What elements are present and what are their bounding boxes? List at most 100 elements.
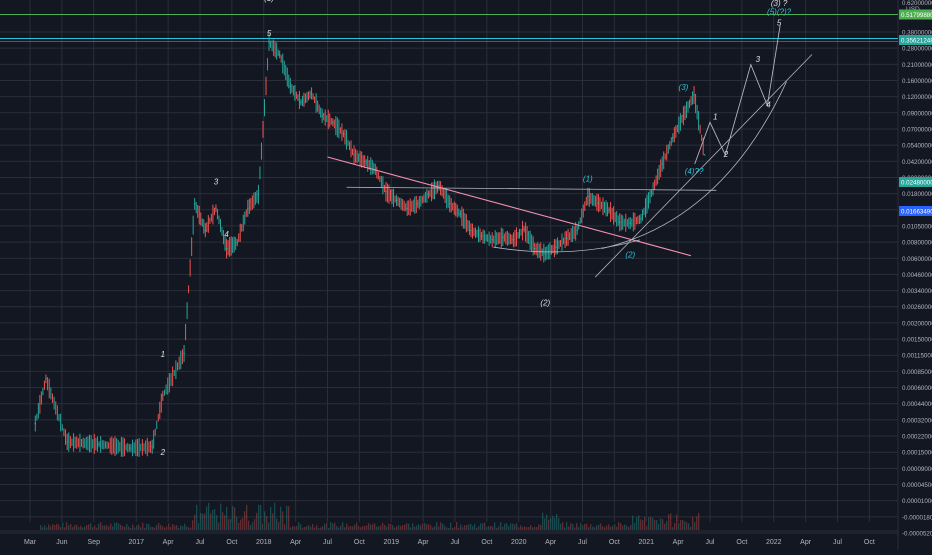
volume-bar xyxy=(338,527,340,530)
volume-bar xyxy=(666,520,668,530)
volume-bar xyxy=(370,524,372,530)
volume-bar xyxy=(374,523,376,530)
x-tick-label: 2018 xyxy=(256,539,272,546)
volume-bar xyxy=(322,526,324,530)
volume-bar xyxy=(524,526,526,530)
volume-bar xyxy=(638,515,640,530)
volume-bar xyxy=(166,526,168,530)
volume-bar xyxy=(674,523,676,530)
wave-label: 3 xyxy=(756,55,761,64)
volume-bar xyxy=(698,512,700,530)
volume-bar xyxy=(246,504,248,530)
x-tick-label: Jul xyxy=(196,539,205,546)
x-tick-label: 2020 xyxy=(511,539,527,546)
volume-bar xyxy=(662,519,664,530)
volume-bar xyxy=(96,527,98,530)
volume-bar xyxy=(206,506,208,530)
volume-bar xyxy=(308,524,310,530)
volume-bar xyxy=(624,524,626,530)
price-point xyxy=(640,217,642,220)
volume-bar xyxy=(226,506,228,530)
volume-bar xyxy=(660,518,662,530)
price-point xyxy=(204,229,207,232)
volume-bar xyxy=(602,526,604,530)
price-point xyxy=(459,213,462,215)
volume-bar xyxy=(230,518,232,530)
volume-bar xyxy=(118,523,120,530)
wave-label: 1 xyxy=(713,112,717,121)
volume-bar xyxy=(274,502,276,530)
volume-bar xyxy=(276,518,278,530)
volume-bar xyxy=(268,522,270,530)
volume-bar xyxy=(550,518,552,530)
x-tick-label: Jul xyxy=(706,539,715,546)
volume-bar xyxy=(510,523,512,530)
price-point xyxy=(215,207,217,210)
wave-label: 5 xyxy=(267,29,272,38)
volume-bar xyxy=(500,522,502,530)
volume-bar xyxy=(414,526,416,530)
volume-bar xyxy=(316,525,318,530)
price-badge xyxy=(899,35,932,45)
volume-bar xyxy=(484,522,486,530)
price-point xyxy=(576,229,578,232)
wave-label: 3 xyxy=(214,177,219,186)
price-point xyxy=(98,443,100,446)
volume-bar xyxy=(170,527,172,530)
y-tick-label: 0.00460000 xyxy=(902,272,932,279)
x-tick-label: Apr xyxy=(800,539,812,546)
price-point xyxy=(289,85,292,87)
volume-bar xyxy=(596,525,598,530)
volume-bar xyxy=(186,526,188,530)
volume-bar xyxy=(466,525,468,530)
volume-bar xyxy=(692,516,694,530)
wave-label: 5 xyxy=(777,18,782,27)
price-point xyxy=(332,121,334,124)
volume-bar xyxy=(56,523,58,530)
volume-bar xyxy=(438,526,440,530)
volume-bar xyxy=(84,526,86,530)
volume-bar xyxy=(592,526,594,530)
y-tick-label: 0.16000000 xyxy=(902,78,932,85)
price-badge-label: 0.35621248 xyxy=(901,38,932,45)
y-tick-label: -0.00001800 xyxy=(902,514,932,521)
volume-bar xyxy=(68,525,70,530)
volume-bar xyxy=(418,523,420,530)
volume-bar xyxy=(598,524,600,530)
price-point xyxy=(597,202,600,205)
volume-bar xyxy=(216,515,218,530)
volume-bar xyxy=(288,506,290,530)
volume-bar xyxy=(140,527,142,530)
volume-bar xyxy=(604,527,606,530)
volume-bar xyxy=(188,527,190,530)
volume-bar xyxy=(214,509,216,530)
volume-bar xyxy=(696,516,698,530)
volume-bar xyxy=(542,512,544,530)
wave-label: 2 xyxy=(723,150,729,159)
y-tick-label: 0.38000000 xyxy=(902,30,932,37)
volume-bar xyxy=(120,524,122,530)
volume-bar xyxy=(546,514,548,530)
volume-bar xyxy=(612,525,614,530)
volume-bar xyxy=(284,524,286,530)
volume-bar xyxy=(300,524,302,530)
volume-bar xyxy=(142,522,144,530)
x-tick-label: Oct xyxy=(609,539,620,546)
volume-bar xyxy=(446,527,448,530)
volume-bar xyxy=(342,522,344,530)
volume-bar xyxy=(382,522,384,530)
volume-bar xyxy=(110,523,112,530)
volume-bar xyxy=(688,523,690,530)
volume-bar xyxy=(132,524,134,530)
volume-bar xyxy=(202,513,204,530)
volume-bar xyxy=(64,527,66,530)
price-point xyxy=(353,154,355,156)
volume-bar xyxy=(74,525,76,530)
volume-bar xyxy=(330,522,332,530)
volume-bar xyxy=(248,520,250,530)
volume-bar xyxy=(176,525,178,530)
volume-bar xyxy=(340,525,342,530)
